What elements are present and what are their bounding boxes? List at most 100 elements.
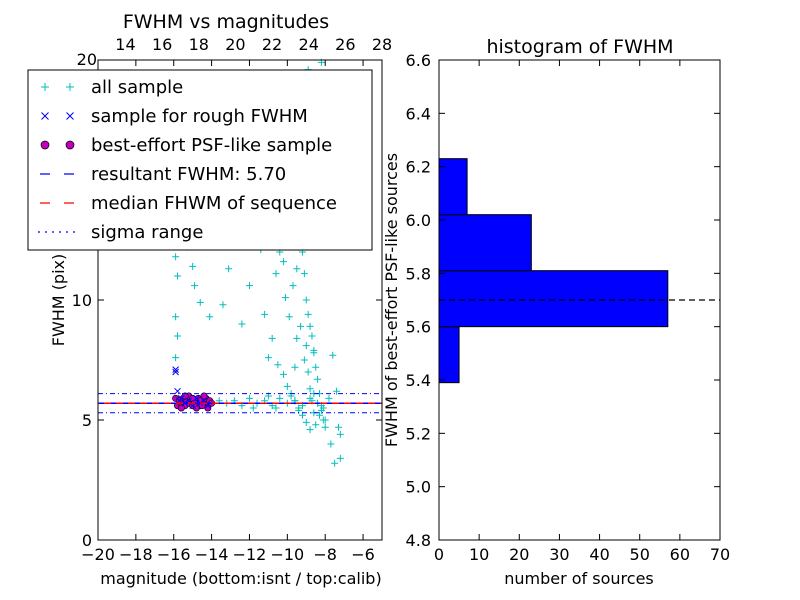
x-tick-label: −20	[81, 545, 115, 564]
all-sample-point	[304, 310, 312, 318]
all-sample-point	[219, 301, 227, 309]
x-tick-label: 60	[670, 545, 690, 564]
all-sample-point	[225, 265, 233, 273]
top-x-tick-label: 18	[189, 35, 209, 54]
rough-sample-point	[172, 368, 179, 376]
legend-item: sample for rough FWHM	[41, 106, 308, 127]
histogram-bar	[438, 158, 468, 216]
histogram-panel: histogram of FWHM 0 10 20 30 40 50 60 70 4.8 5.0 5…	[382, 36, 730, 588]
y-tick-label: 4.8	[406, 531, 431, 550]
legend-label: all sample	[91, 77, 183, 98]
scatter-x-axis-label: magnitude (bottom:isnt / top:calib)	[100, 569, 381, 588]
psf-sample-point	[200, 392, 208, 400]
legend: all sample sample for rough FWHM best-effo…	[27, 69, 373, 251]
all-sample-point	[189, 262, 197, 270]
all-sample-point	[293, 265, 301, 273]
all-sample-point	[306, 426, 314, 434]
all-sample-point	[206, 313, 214, 321]
all-sample-point	[172, 313, 180, 321]
top-x-tick-label: 20	[225, 35, 245, 54]
x-tick-label: −14	[195, 545, 229, 564]
all-sample-point	[327, 440, 335, 448]
y-tick-label: 6.0	[406, 211, 431, 230]
y-tick-label: 5.4	[406, 371, 431, 390]
x-tick-label: −16	[157, 545, 191, 564]
all-sample-point	[308, 332, 316, 340]
legend-item: resultant FWHM: 5.70	[38, 164, 286, 185]
scatter-top-corner-label: 20	[77, 50, 97, 69]
all-sample-point	[302, 418, 310, 426]
all-sample-point	[336, 454, 344, 462]
x-tick-label: −8	[313, 545, 337, 564]
x-tick-label: 70	[710, 545, 730, 564]
legend-label: resultant FWHM: 5.70	[91, 164, 286, 185]
x-tick-label: 20	[509, 545, 529, 564]
scatter-title: FWHM vs magnitudes	[123, 11, 329, 33]
histogram-bar	[438, 270, 669, 328]
all-sample-point	[300, 270, 308, 278]
y-tick-label: 5.2	[406, 424, 431, 443]
top-x-tick-label: 22	[262, 35, 282, 54]
histogram-frame	[438, 59, 721, 541]
legend-marker	[40, 140, 50, 150]
top-x-tick-label: 14	[115, 35, 135, 54]
scatter-reference-lines	[98, 393, 382, 414]
all-sample-point	[276, 394, 284, 402]
all-sample-point	[329, 351, 337, 359]
all-sample-point	[291, 363, 299, 371]
y-tick-label: 6.2	[406, 158, 431, 177]
histogram-axis-ticks: 0 10 20 30 40 50 60 70 4.8 5.0 5.2 5.4 5.6 5.8 6.0 6.2 6…	[406, 51, 731, 564]
all-sample-point	[264, 354, 272, 362]
all-sample-point	[268, 334, 276, 342]
x-tick-label: −6	[351, 545, 375, 564]
x-tick-label: 10	[469, 545, 489, 564]
legend-item: all sample	[41, 77, 183, 98]
y-tick-label: 6.6	[406, 51, 431, 70]
all-sample-point	[302, 296, 310, 304]
all-sample-point	[312, 363, 320, 371]
scatter-y-axis-label: FWHM (pix)	[49, 254, 68, 347]
all-sample-point	[293, 334, 301, 342]
histogram-bar	[438, 326, 460, 384]
legend-label: best-effort PSF-like sample	[91, 135, 332, 156]
legend-label: sample for rough FWHM	[91, 106, 308, 127]
all-sample-point	[238, 320, 246, 328]
all-sample-point	[283, 382, 291, 390]
all-sample-point	[191, 282, 199, 290]
all-sample-point	[336, 430, 344, 438]
histogram-y-axis-label: FWHM of best-effort PSF-like sources	[382, 153, 401, 447]
rough-sample-point	[193, 395, 200, 402]
x-tick-label: −18	[119, 545, 153, 564]
scatter-axis-ticks: −20 −18 −16 −14 −12 −10 −8 −6 14 16 18 20 22 24 26 28 0 5…	[72, 35, 393, 564]
all-sample-point	[317, 406, 325, 414]
top-x-tick-label: 26	[335, 35, 355, 54]
all-sample-point	[285, 313, 293, 321]
x-tick-label: 30	[549, 545, 569, 564]
y-tick-label: 0	[82, 531, 92, 550]
legend-item: median FHWM of sequence	[38, 193, 337, 214]
x-tick-label: 0	[434, 545, 444, 564]
all-sample-point	[316, 411, 324, 419]
all-sample-point	[172, 354, 180, 362]
all-sample-point	[261, 310, 269, 318]
all-sample-point	[306, 385, 314, 393]
psf-sample-point	[177, 404, 185, 412]
all-sample-point	[306, 394, 314, 402]
legend-box	[27, 69, 373, 251]
legend-marker	[41, 83, 49, 91]
y-tick-label: 10	[72, 291, 92, 310]
legend-items: all sample sample for rough FWHM best-effo…	[38, 77, 337, 243]
legend-label: median FHWM of sequence	[91, 193, 337, 214]
histogram-x-axis-label: number of sources	[504, 569, 654, 588]
all-sample-point	[289, 282, 297, 290]
rough-sample-point	[177, 395, 185, 402]
x-tick-label: 50	[630, 545, 650, 564]
all-sample-point	[272, 270, 280, 278]
all-sample-point	[174, 332, 182, 340]
all-sample-point	[331, 459, 339, 467]
all-sample-point	[306, 322, 314, 330]
all-sample-point	[245, 394, 253, 402]
legend-label: sigma range	[91, 222, 203, 243]
all-sample-point	[310, 349, 318, 357]
x-tick-label: −10	[270, 545, 304, 564]
